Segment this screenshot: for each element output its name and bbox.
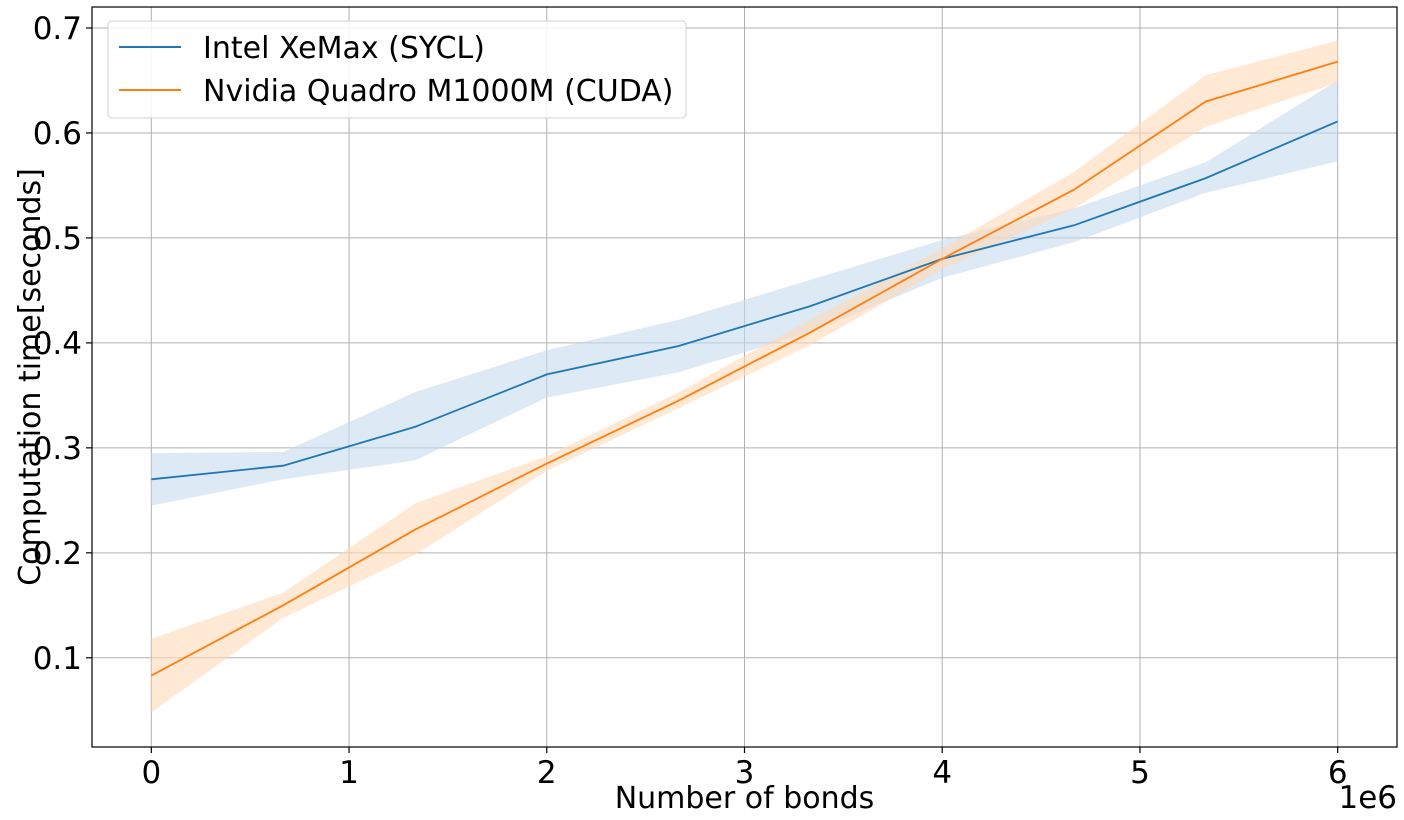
y-tick-label: 0.3	[33, 431, 82, 467]
y-tick-label: 0.1	[33, 641, 82, 677]
y-tick-label: 0.6	[33, 116, 82, 152]
x-axis-label: Number of bonds	[615, 781, 875, 816]
legend-label-nvidia: Nvidia Quadro M1000M (CUDA)	[203, 74, 674, 109]
legend-label-intel: Intel XeMax (SYCL)	[203, 31, 485, 66]
series-lines	[150, 60, 1339, 677]
y-tick-label: 0.5	[33, 221, 82, 257]
y-tick-label: 0.2	[33, 536, 82, 572]
x-tick-label: 3	[735, 755, 755, 791]
x-tick-label: 4	[932, 755, 952, 791]
series-line-intel	[151, 120, 1339, 481]
y-tick-label: 0.4	[33, 326, 82, 362]
y-tick-label: 0.7	[33, 11, 82, 47]
series-line-nvidia	[150, 60, 1338, 677]
x-tick-label: 0	[141, 755, 161, 791]
x-tick-label: 6	[1328, 755, 1348, 791]
legend: Intel XeMax (SYCL) Nvidia Quadro M1000M …	[107, 20, 687, 119]
band-nvidia	[151, 40, 1338, 713]
band-intel	[151, 80, 1338, 506]
axis-ticks: 0 1 2 3 4 5 6 0.1 0.2 0.3 0.4 0.5 0.6 0.7	[33, 11, 1348, 791]
x-axis-offset-label: 1e6	[1338, 780, 1397, 816]
legend-box	[107, 20, 687, 119]
x-tick-label: 5	[1130, 755, 1150, 791]
x-tick-label: 2	[537, 755, 557, 791]
y-axis-label: Computation time[seconds]	[13, 168, 48, 586]
x-tick-label: 1	[339, 755, 359, 791]
confidence-bands	[151, 40, 1338, 713]
